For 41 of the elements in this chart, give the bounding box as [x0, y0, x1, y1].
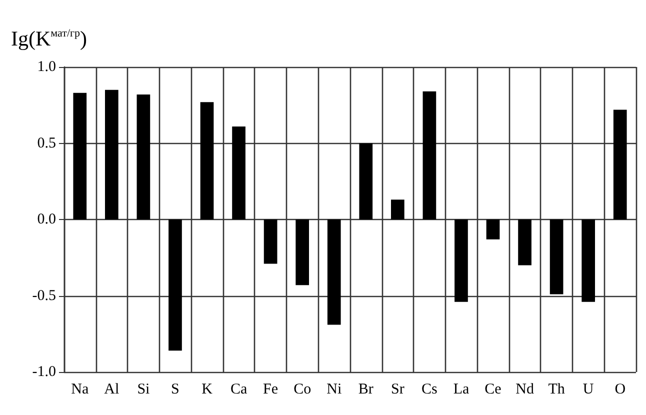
bar: [232, 126, 246, 220]
bar: [550, 220, 564, 294]
x-tick-label: Th: [548, 382, 566, 398]
bar: [582, 220, 596, 302]
x-tick-label: Na: [71, 382, 89, 398]
x-tick-label: S: [171, 382, 180, 398]
bar: [73, 92, 87, 220]
y-tick-label: -0.5: [32, 288, 56, 304]
x-tick-label: La: [453, 382, 470, 398]
x-tick-label: Sr: [390, 382, 404, 398]
bar: [296, 220, 310, 286]
bar: [422, 91, 436, 220]
x-tick-label: Fe: [263, 382, 278, 398]
x-tick-label: Ce: [484, 382, 502, 398]
bar: [390, 200, 404, 220]
y-tick-label: 1.0: [37, 59, 56, 75]
bar: [454, 220, 468, 302]
bar: [264, 220, 278, 264]
bar: [613, 110, 627, 220]
bar: [327, 220, 341, 325]
x-tick-label: Si: [137, 382, 150, 398]
x-tick-label: U: [582, 382, 594, 398]
x-tick-label: Ni: [326, 382, 342, 398]
y-tick-label: 0.0: [37, 212, 56, 228]
bar: [168, 220, 182, 351]
y-tick-label: 0.5: [37, 135, 56, 152]
y-tick-label: -1.0: [32, 364, 56, 380]
x-tick-label: Ca: [230, 382, 248, 398]
x-tick-label: Br: [358, 382, 374, 398]
x-tick-label: Nd: [516, 382, 534, 398]
x-tick-label: Cs: [422, 382, 438, 398]
bar: [136, 94, 150, 220]
bar: [518, 220, 532, 266]
x-tick-label: O: [614, 382, 626, 398]
x-tick-label: Al: [104, 382, 120, 398]
bar: [104, 90, 118, 220]
x-tick-label: K: [202, 382, 213, 398]
bar: [359, 143, 373, 220]
x-tick-label: Co: [294, 382, 312, 398]
bar: [486, 220, 500, 240]
bar: [200, 102, 214, 220]
